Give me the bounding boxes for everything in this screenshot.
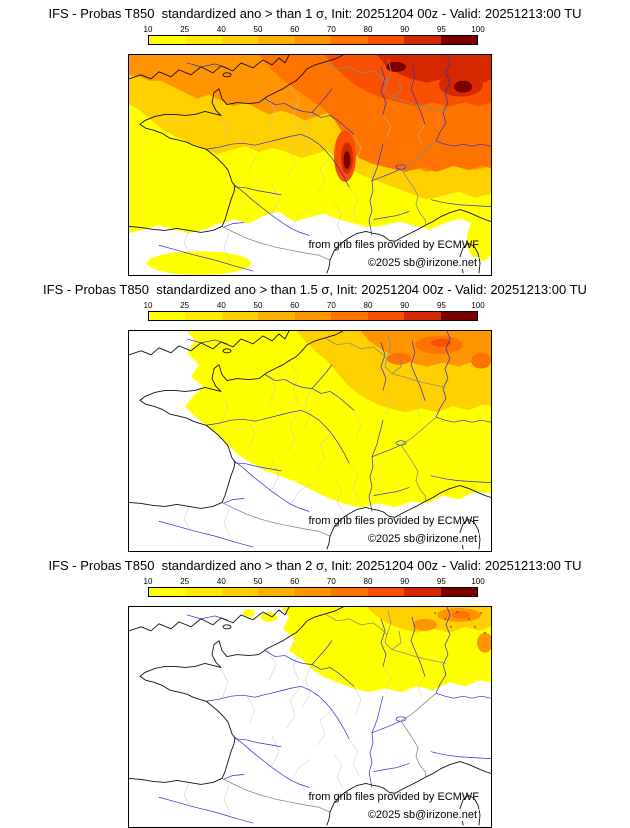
colorbar-segment [221, 36, 259, 44]
colorbar-tick-label: 80 [363, 577, 373, 586]
prob-blob-70b [471, 352, 491, 369]
colorbar-tick-label: 60 [290, 577, 300, 586]
colorbar-tick-label: 80 [363, 301, 373, 310]
colorbar-segment [221, 312, 259, 320]
colorbar-segment [258, 36, 295, 44]
colorbar-tick-label: 95 [436, 577, 446, 586]
colorbar-segment [331, 312, 368, 320]
stipple-dots [434, 611, 486, 634]
colorbar-segment [404, 588, 441, 596]
colorbar-tick-label: 70 [326, 301, 336, 310]
prob-spot-95c [343, 151, 351, 169]
colorbar-tick-labels: 10 25 40 50 60 70 80 90 95 100 [144, 25, 485, 34]
probability-map-2sigma [129, 607, 491, 826]
colorbar-gradient [148, 587, 478, 597]
prob-spot-10a [261, 611, 277, 622]
colorbar-tick-label: 90 [400, 301, 410, 310]
colorbar-segment [440, 36, 477, 44]
colorbar-segment [404, 36, 441, 44]
credit-copyright: ©2025 sb@irizone.net [365, 809, 479, 821]
colorbar-segment [149, 36, 186, 44]
prob-field-10-italy [467, 217, 491, 262]
colorbar-tick-label: 70 [326, 577, 336, 586]
prob-spot-70 [452, 610, 470, 619]
probability-map-1sigma [129, 55, 491, 275]
colorbar-segment [440, 312, 477, 320]
colorbar-tick-label: 50 [253, 301, 263, 310]
colorbar-tick-label: 25 [180, 301, 190, 310]
credit-ecmwf: from grib files provided by ECMWF [308, 239, 479, 251]
colorbar-segment [185, 588, 222, 596]
colorbar-gradient [148, 35, 478, 45]
prob-blob-60c [477, 632, 491, 653]
panel-title: IFS - Probas T850 standardized ano > tha… [43, 282, 587, 297]
probability-colorbar: 10 25 40 50 60 70 80 90 95 100 [144, 577, 485, 597]
colorbar-tick-label: 10 [143, 25, 153, 34]
credit-copyright: ©2025 sb@irizone.net [365, 533, 479, 545]
colorbar-tick-label: 50 [253, 25, 263, 34]
colorbar-tick-label: 40 [216, 577, 226, 586]
colorbar-tick-labels: 10 25 40 50 60 70 80 90 95 100 [144, 577, 485, 586]
panel-sigma-1-5: IFS - Probas T850 standardized ano > tha… [0, 276, 630, 552]
colorbar-segment [149, 588, 186, 596]
colorbar-gradient [148, 311, 478, 321]
colorbar-tick-label: 95 [436, 25, 446, 34]
colorbar-tick-label: 10 [143, 577, 153, 586]
colorbar-tick-label: 40 [216, 301, 226, 310]
panel-title: IFS - Probas T850 standardized ano > tha… [48, 558, 582, 573]
prob-spot-95a [454, 80, 472, 93]
prob-field-10-spain [147, 251, 251, 275]
colorbar-tick-label: 25 [180, 577, 190, 586]
colorbar-segment [367, 312, 405, 320]
colorbar-segment [294, 312, 332, 320]
probability-colorbar: 10 25 40 50 60 70 80 90 95 100 [144, 301, 485, 321]
colorbar-tick-label: 100 [471, 301, 485, 310]
prob-blob-70c [387, 352, 411, 365]
colorbar-tick-label: 60 [290, 301, 300, 310]
colorbar-segment [149, 312, 186, 320]
colorbar-segment [258, 588, 295, 596]
colorbar-segment [221, 588, 259, 596]
colorbar-tick-label: 100 [471, 25, 485, 34]
prob-spot-80 [431, 338, 451, 347]
colorbar-tick-label: 40 [216, 25, 226, 34]
credit-copyright: ©2025 sb@irizone.net [365, 257, 479, 269]
colorbar-segment [294, 588, 332, 596]
map-frame: from grib files provided by ECMWF ©2025 … [128, 606, 492, 828]
colorbar-tick-label: 95 [436, 301, 446, 310]
colorbar-tick-label: 100 [471, 577, 485, 586]
panel-title: IFS - Probas T850 standardized ano > tha… [48, 6, 582, 21]
credit-ecmwf: from grib files provided by ECMWF [308, 515, 479, 527]
colorbar-tick-label: 50 [253, 577, 263, 586]
colorbar-segment [185, 36, 222, 44]
colorbar-segment [185, 312, 222, 320]
colorbar-segment [440, 588, 477, 596]
colorbar-segment [367, 588, 405, 596]
colorbar-segment [294, 36, 332, 44]
prob-spot-10b [243, 608, 255, 617]
colorbar-segment [367, 36, 405, 44]
probability-colorbar: 10 25 40 50 60 70 80 90 95 100 [144, 25, 485, 45]
prob-blob-60b [413, 618, 437, 631]
colorbar-tick-label: 10 [143, 301, 153, 310]
colorbar-tick-label: 90 [400, 577, 410, 586]
panel-sigma-1: IFS - Probas T850 standardized ano > tha… [0, 0, 630, 276]
map-frame: from grib files provided by ECMWF ©2025 … [128, 54, 492, 276]
colorbar-segment [404, 312, 441, 320]
credit-ecmwf: from grib files provided by ECMWF [308, 791, 479, 803]
panel-sigma-2: IFS - Probas T850 standardized ano > tha… [0, 552, 630, 828]
colorbar-tick-label: 90 [400, 25, 410, 34]
colorbar-tick-labels: 10 25 40 50 60 70 80 90 95 100 [144, 301, 485, 310]
colorbar-segment [331, 588, 368, 596]
probability-map-1-5sigma [129, 331, 491, 550]
colorbar-tick-label: 25 [180, 25, 190, 34]
colorbar-tick-label: 60 [290, 25, 300, 34]
colorbar-segment [331, 36, 368, 44]
map-frame: from grib files provided by ECMWF ©2025 … [128, 330, 492, 552]
colorbar-segment [258, 312, 295, 320]
colorbar-tick-label: 70 [326, 25, 336, 34]
colorbar-tick-label: 80 [363, 25, 373, 34]
